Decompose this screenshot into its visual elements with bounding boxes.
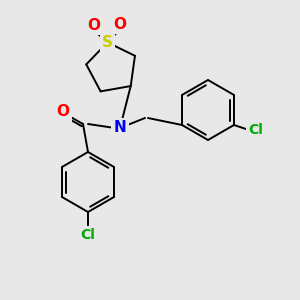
Text: N: N <box>114 121 126 136</box>
Text: O: O <box>113 17 126 32</box>
Text: S: S <box>102 35 113 50</box>
Text: O: O <box>87 18 100 33</box>
Text: O: O <box>56 104 70 119</box>
Text: Cl: Cl <box>81 228 95 242</box>
Text: Cl: Cl <box>248 123 263 137</box>
